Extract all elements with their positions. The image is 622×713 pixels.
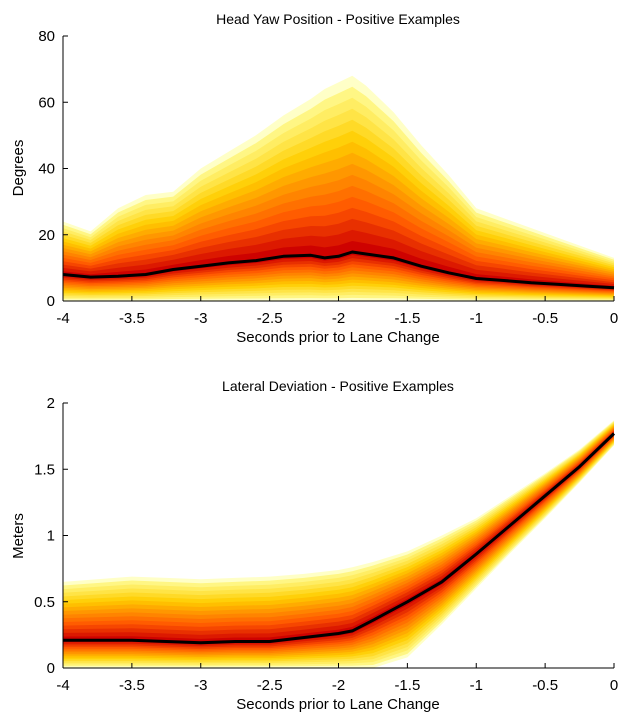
chart-title: Head Yaw Position - Positive Examples [216, 11, 460, 27]
x-tick-label: -1.5 [394, 310, 420, 327]
y-tick-label: 60 [38, 94, 55, 111]
y-tick-label: 2 [47, 395, 55, 412]
y-tick-label: 1 [47, 528, 55, 545]
x-tick-label: -4 [56, 310, 69, 327]
chart-lateral-deviation: Lateral Deviation - Positive Examples -4… [10, 378, 618, 713]
axis-ticks: -4 -3.5 -3 -2.5 -2 -1.5 -1 -0.5 0 0 20 40 60 80 [38, 28, 618, 327]
x-axis-label: Seconds prior to Lane Change [236, 696, 439, 713]
x-tick-label: -1.5 [394, 677, 420, 694]
distribution-bands [63, 75, 614, 301]
median-line [62, 250, 615, 290]
x-tick-label: -2.5 [257, 310, 283, 327]
distribution-bands [63, 420, 614, 668]
x-tick-label: -0.5 [532, 677, 558, 694]
x-tick-label: -0.5 [532, 310, 558, 327]
y-tick-label: 0.5 [34, 594, 55, 611]
x-tick-label: -2 [332, 310, 345, 327]
distribution-band [63, 430, 614, 650]
x-tick-label: -1 [470, 310, 483, 327]
y-tick-label: 0 [47, 293, 55, 310]
y-tick-label: 80 [38, 28, 55, 45]
y-tick-label: 40 [38, 161, 55, 178]
distribution-band [63, 241, 614, 289]
y-axis-label: Meters [10, 513, 27, 559]
x-tick-label: -3 [194, 677, 207, 694]
x-tick-label: -3 [194, 310, 207, 327]
y-axis-label: Degrees [10, 140, 27, 197]
distribution-band [63, 424, 614, 661]
median-line [63, 432, 616, 645]
x-tick-label: -2 [332, 677, 345, 694]
x-tick-label: -1 [470, 677, 483, 694]
chart-head-yaw: Head Yaw Position - Positive Examples -4… [10, 11, 618, 346]
x-tick-label: 0 [610, 310, 618, 327]
y-tick-label: 20 [38, 227, 55, 244]
x-tick-label: 0 [610, 677, 618, 694]
axis-ticks: -4 -3.5 -3 -2.5 -2 -1.5 -1 -0.5 0 0 0.5 1 1.5 2 [34, 395, 618, 694]
x-tick-label: -4 [56, 677, 69, 694]
chart-title: Lateral Deviation - Positive Examples [222, 378, 454, 394]
y-tick-label: 0 [47, 660, 55, 677]
x-tick-label: -3.5 [119, 310, 145, 327]
y-tick-label: 1.5 [34, 461, 55, 478]
x-axis-label: Seconds prior to Lane Change [236, 329, 439, 346]
x-tick-label: -2.5 [257, 677, 283, 694]
x-tick-label: -3.5 [119, 677, 145, 694]
